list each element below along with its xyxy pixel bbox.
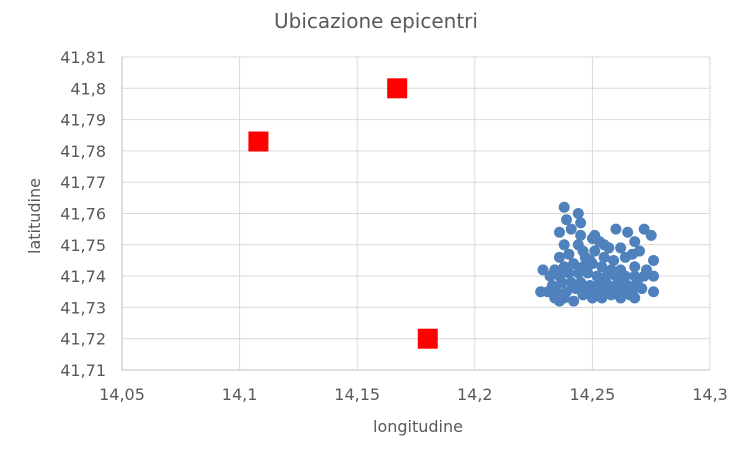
data-point-square	[248, 131, 269, 152]
y-tick-label: 41,76	[60, 205, 106, 224]
data-point-circle	[638, 270, 650, 282]
data-point-circle	[570, 283, 582, 295]
y-tick-label: 41,81	[60, 48, 106, 67]
x-tick-label: 14,05	[99, 385, 145, 404]
data-point-circle	[572, 208, 584, 219]
data-point-circle	[572, 267, 584, 279]
data-point-circle	[622, 226, 634, 238]
data-point-circle	[586, 258, 598, 270]
y-tick-label: 41,71	[60, 361, 106, 380]
data-point-circle	[605, 289, 617, 301]
y-tick-label: 41,75	[60, 236, 106, 255]
data-point-circle	[582, 267, 594, 279]
data-point-circle	[579, 251, 591, 263]
y-tick-label: 41,79	[60, 111, 106, 130]
x-tick-labels: 14,05 14,1 14,15 14,2 14,25 14,3	[99, 385, 728, 404]
data-point-circle	[553, 226, 565, 238]
x-axis-title: longitudine	[373, 417, 463, 436]
data-point-circle	[615, 292, 627, 304]
data-points	[248, 78, 660, 349]
data-point-circle	[629, 292, 641, 304]
y-tick-label: 41,78	[60, 142, 106, 161]
data-point-circle	[610, 223, 622, 235]
data-point-circle	[629, 236, 641, 248]
data-point-square	[417, 328, 438, 349]
x-tick-label: 14,3	[692, 385, 728, 404]
data-point-circle	[601, 270, 613, 282]
data-point-circle	[603, 242, 615, 254]
data-point-circle	[535, 286, 547, 298]
data-point-circle	[568, 258, 580, 270]
data-point-circle	[596, 261, 608, 273]
x-tick-label: 14,2	[457, 385, 493, 404]
y-tick-label: 41,72	[60, 330, 106, 349]
x-tick-label: 14,1	[222, 385, 258, 404]
y-tick-label: 41,73	[60, 298, 106, 317]
data-point-circle	[537, 264, 549, 276]
gridlines	[121, 56, 711, 371]
data-point-circle	[617, 283, 629, 295]
data-point-circle	[619, 270, 631, 282]
data-point-circle	[598, 251, 610, 263]
data-point-circle	[568, 295, 580, 307]
y-tick-label: 41,77	[60, 173, 106, 192]
data-point-square	[387, 78, 408, 99]
y-tick-labels: 41,81 41,8 41,79 41,78 41,77 41,76 41,75 41,74 4…	[60, 48, 106, 380]
data-point-circle	[553, 251, 565, 263]
y-tick-label: 41,8	[70, 79, 106, 98]
data-point-circle	[589, 245, 601, 257]
data-point-circle	[577, 289, 589, 301]
data-point-circle	[558, 239, 570, 251]
data-point-circle	[615, 242, 627, 254]
data-point-circle	[629, 261, 641, 273]
data-point-circle	[544, 270, 556, 282]
data-point-circle	[575, 229, 587, 241]
data-point-circle	[633, 245, 645, 257]
data-point-circle	[558, 201, 570, 213]
data-point-circle	[638, 223, 650, 235]
data-point-circle	[565, 223, 577, 235]
data-point-circle	[563, 248, 575, 260]
chart-title: Ubicazione epicentri	[274, 9, 478, 33]
axes	[121, 57, 710, 371]
data-point-circle	[648, 254, 660, 266]
data-point-circle	[553, 295, 565, 307]
x-tick-label: 14,15	[334, 385, 380, 404]
x-tick-label: 14,25	[569, 385, 615, 404]
data-point-circle	[561, 214, 573, 226]
y-tick-label: 41,74	[60, 267, 106, 286]
data-point-circle	[645, 229, 657, 241]
data-point-circle	[648, 270, 660, 282]
data-point-circle	[593, 289, 605, 301]
data-point-circle	[556, 276, 568, 288]
data-point-circle	[648, 286, 660, 298]
y-axis-title: latitudine	[25, 178, 44, 254]
data-point-circle	[608, 254, 620, 266]
data-point-circle	[636, 283, 648, 295]
data-point-circle	[563, 267, 575, 279]
data-point-circle	[575, 217, 587, 229]
